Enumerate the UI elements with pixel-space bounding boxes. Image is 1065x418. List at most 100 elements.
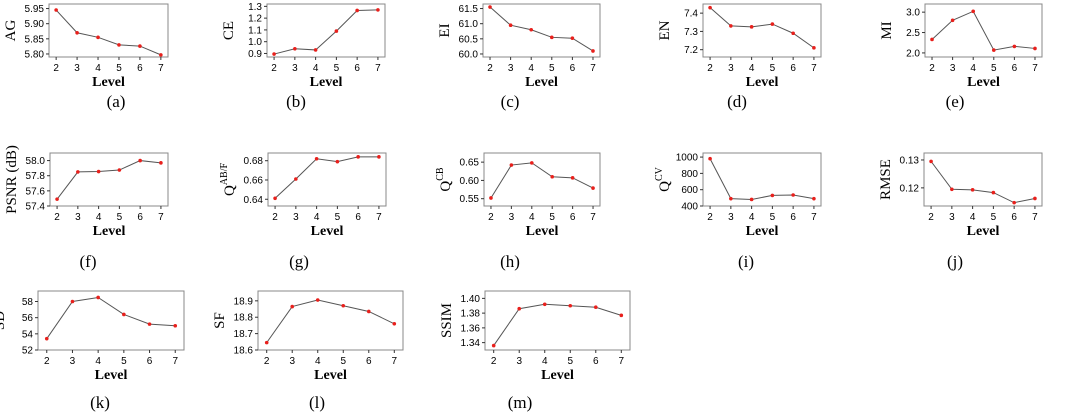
data-point	[491, 343, 496, 348]
y-tick-label: 52	[22, 346, 34, 357]
x-tick-label: 5	[334, 63, 340, 74]
data-point	[315, 298, 320, 302]
data-point	[708, 5, 712, 10]
x-axis-label: Level	[311, 224, 344, 239]
y-tick-label: 5.80	[25, 49, 45, 60]
chart-panel: 400 600 800 1000 2 3 4 5 6 7 Level QCV (i)	[654, 152, 822, 271]
x-tick-label: 7	[590, 63, 596, 74]
plot-frame	[923, 152, 1043, 207]
y-axis-label-main: MI	[879, 21, 895, 39]
x-axis-label: Level	[541, 368, 574, 383]
x-tick-label: 5	[335, 212, 341, 223]
series-line	[266, 299, 395, 343]
data-point	[341, 303, 346, 308]
x-tick-label: 7	[1032, 63, 1038, 74]
panel-caption: (m)	[508, 393, 533, 412]
x-tick-label: 5	[116, 63, 122, 74]
data-point	[293, 46, 297, 51]
y-tick-label: 56	[22, 313, 34, 324]
data-point	[1012, 200, 1016, 205]
y-axis-label-superscript: AB/F	[219, 163, 230, 186]
data-point	[549, 35, 554, 40]
x-axis-label: Level	[746, 224, 779, 239]
y-axis-label-main: Q	[657, 181, 673, 192]
data-point	[991, 190, 996, 195]
data-point	[356, 155, 360, 159]
x-tick-label: 4	[749, 63, 755, 74]
panel-caption: (h)	[500, 252, 520, 271]
x-tick-label: 3	[508, 63, 514, 74]
y-axis-label: QCV	[654, 166, 673, 192]
x-tick-label: 4	[95, 63, 101, 74]
data-point	[770, 193, 775, 198]
series-line	[930, 161, 1036, 204]
data-point	[591, 186, 595, 190]
data-point	[1012, 44, 1017, 49]
data-point	[593, 305, 598, 310]
y-axis-label: SF	[212, 312, 228, 329]
data-point	[591, 49, 595, 53]
data-point	[517, 306, 522, 311]
x-tick-label: 3	[509, 212, 515, 223]
data-point	[971, 9, 976, 14]
y-tick-label: 57.6	[26, 186, 46, 197]
data-point	[122, 312, 126, 317]
plot-frame	[266, 3, 386, 58]
chart-panel: 5.80 5.85 5.90 5.95 2 3 4 5 6 7 Level AG (a)	[3, 3, 169, 111]
chart-panel: 0.55 0.60 0.65 2 3 4 5 6 7 Level QCB (h)	[435, 152, 601, 271]
plot-frame	[37, 290, 185, 351]
x-tick-label: 4	[749, 212, 755, 223]
data-point	[117, 168, 122, 172]
chart-panel: 0.91.01.11.21.3 2 3 4 5 6 7 Level CE (b)	[221, 2, 386, 111]
x-tick-label: 7	[811, 212, 817, 223]
x-tick-label: 3	[950, 63, 956, 74]
series-line	[273, 9, 378, 55]
x-axis-label: Level	[967, 224, 1000, 239]
x-tick-label: 4	[314, 212, 320, 223]
data-point	[392, 321, 397, 326]
plot-frame	[257, 290, 404, 351]
panel-caption: (e)	[946, 92, 965, 111]
x-tick-label: 5	[340, 356, 346, 367]
y-axis-label-main: PSNR (dB)	[4, 145, 20, 214]
y-tick-label: 1.1	[248, 25, 262, 36]
x-tick-label: 6	[790, 63, 796, 74]
y-tick-label: 1.38	[461, 309, 481, 320]
x-tick-label: 2	[44, 356, 50, 367]
plot-frame	[49, 152, 169, 207]
chart-panel: 0.64 0.66 0.68 2 3 4 5 6 7 Level QAB/F (g)	[219, 152, 387, 271]
y-axis-label-main: EN	[657, 20, 673, 40]
series-line	[55, 9, 162, 56]
panel-caption: (k)	[90, 393, 110, 412]
series-line	[931, 10, 1036, 51]
x-tick-label: 6	[570, 63, 576, 74]
chart-panel: 1.34 1.36 1.38 1.40 2 3 4 5 6 7 Level SSIM (m)	[439, 290, 631, 412]
y-axis-label-main: AG	[3, 20, 19, 42]
data-point	[950, 187, 954, 192]
x-axis-label: Level	[525, 75, 558, 90]
x-tick-label: 7	[158, 212, 164, 223]
data-point	[791, 193, 795, 197]
data-point	[489, 196, 493, 200]
x-tick-label: 4	[528, 63, 534, 74]
x-tick-label: 3	[74, 63, 80, 74]
data-point	[508, 23, 513, 28]
y-axis-label: PSNR (dB)	[4, 145, 20, 214]
data-point	[708, 156, 712, 161]
y-axis-label: SD	[0, 311, 8, 330]
x-tick-label: 6	[137, 212, 143, 223]
y-tick-label: 1000	[676, 153, 699, 164]
data-point	[529, 27, 534, 32]
y-tick-label: 0.65	[460, 158, 480, 169]
data-point	[568, 303, 573, 308]
y-tick-label: 1.36	[461, 323, 481, 334]
data-point	[290, 304, 295, 309]
plot-frame	[924, 3, 1043, 58]
y-tick-label: 54	[22, 329, 34, 340]
y-axis-label: AG	[3, 20, 19, 42]
data-point	[812, 196, 816, 201]
panel-caption: (g)	[289, 252, 309, 271]
data-point	[970, 188, 975, 192]
